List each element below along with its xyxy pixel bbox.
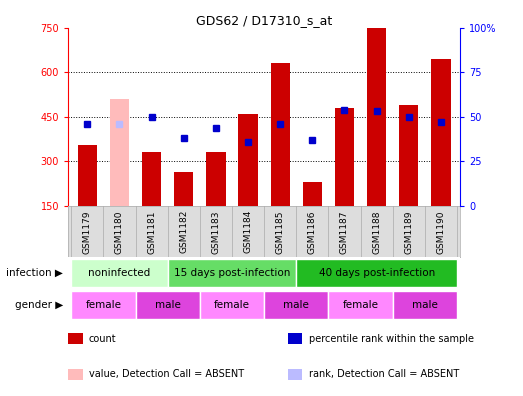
Bar <box>303 182 322 206</box>
Bar <box>142 152 161 206</box>
Text: GSM1189: GSM1189 <box>404 210 413 253</box>
Text: female: female <box>343 300 379 310</box>
Bar <box>270 63 290 206</box>
Bar <box>71 259 168 287</box>
Bar <box>135 291 200 319</box>
Text: count: count <box>89 333 117 344</box>
Bar <box>288 369 302 380</box>
Text: GSM1188: GSM1188 <box>372 210 381 253</box>
Text: GSM1181: GSM1181 <box>147 210 156 253</box>
Bar <box>68 369 83 380</box>
Title: GDS62 / D17310_s_at: GDS62 / D17310_s_at <box>196 13 332 27</box>
Text: infection ▶: infection ▶ <box>6 268 63 278</box>
Text: GSM1187: GSM1187 <box>340 210 349 253</box>
Text: rank, Detection Call = ABSENT: rank, Detection Call = ABSENT <box>309 369 459 379</box>
Bar <box>335 108 354 206</box>
Text: GSM1190: GSM1190 <box>437 210 446 253</box>
Bar <box>174 172 194 206</box>
Text: GSM1182: GSM1182 <box>179 210 188 253</box>
Bar <box>110 99 129 206</box>
Text: noninfected: noninfected <box>88 268 151 278</box>
Bar <box>288 333 302 344</box>
Bar <box>399 105 418 206</box>
Bar <box>328 291 393 319</box>
Text: GSM1186: GSM1186 <box>308 210 317 253</box>
Text: male: male <box>283 300 309 310</box>
Text: 40 days post-infection: 40 days post-infection <box>319 268 435 278</box>
Text: GSM1179: GSM1179 <box>83 210 92 253</box>
Bar <box>200 291 264 319</box>
Bar <box>238 114 258 206</box>
Text: GSM1180: GSM1180 <box>115 210 124 253</box>
Text: gender ▶: gender ▶ <box>15 300 63 310</box>
Text: percentile rank within the sample: percentile rank within the sample <box>309 333 473 344</box>
Bar <box>367 26 386 206</box>
Bar <box>431 59 451 206</box>
Text: male: male <box>155 300 180 310</box>
Bar <box>206 152 225 206</box>
Text: GSM1183: GSM1183 <box>211 210 220 253</box>
Bar <box>393 291 457 319</box>
Text: female: female <box>214 300 250 310</box>
Bar <box>68 333 83 344</box>
Bar <box>77 145 97 206</box>
Text: male: male <box>412 300 438 310</box>
Text: GSM1185: GSM1185 <box>276 210 285 253</box>
Text: GSM1184: GSM1184 <box>244 210 253 253</box>
Text: 15 days post-infection: 15 days post-infection <box>174 268 290 278</box>
Text: female: female <box>85 300 121 310</box>
Bar <box>296 259 457 287</box>
Text: value, Detection Call = ABSENT: value, Detection Call = ABSENT <box>89 369 244 379</box>
Bar <box>168 259 296 287</box>
Bar <box>264 291 328 319</box>
Bar <box>71 291 135 319</box>
